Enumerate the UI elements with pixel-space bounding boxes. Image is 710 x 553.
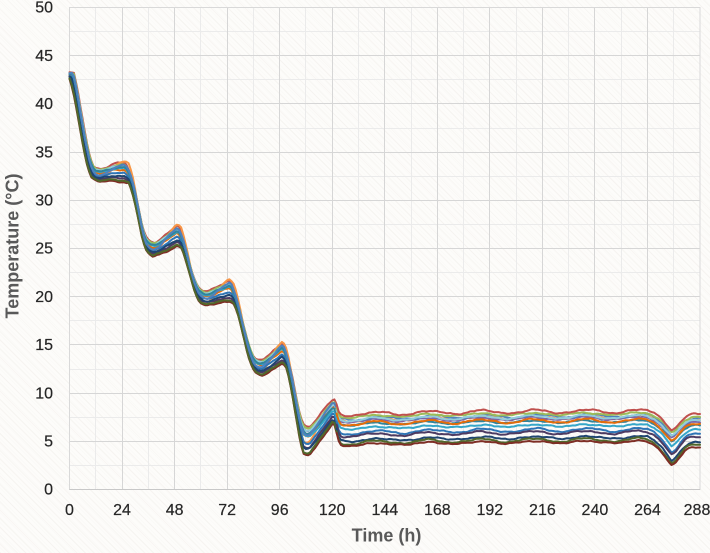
svg-text:216: 216 bbox=[529, 502, 556, 519]
svg-text:5: 5 bbox=[44, 434, 53, 451]
svg-text:50: 50 bbox=[35, 0, 53, 17]
svg-text:48: 48 bbox=[166, 502, 184, 519]
svg-text:20: 20 bbox=[35, 289, 53, 306]
svg-text:Time (h): Time (h) bbox=[352, 526, 422, 546]
svg-text:35: 35 bbox=[35, 144, 53, 161]
svg-text:192: 192 bbox=[476, 502, 503, 519]
svg-text:10: 10 bbox=[35, 385, 53, 402]
svg-text:Temperature (°C): Temperature (°C) bbox=[3, 174, 23, 319]
svg-text:168: 168 bbox=[424, 502, 451, 519]
svg-text:25: 25 bbox=[35, 241, 53, 258]
svg-text:240: 240 bbox=[582, 502, 609, 519]
svg-text:144: 144 bbox=[371, 502, 398, 519]
svg-text:288: 288 bbox=[684, 502, 710, 519]
svg-text:96: 96 bbox=[271, 502, 289, 519]
svg-text:120: 120 bbox=[319, 502, 346, 519]
svg-text:45: 45 bbox=[35, 48, 53, 65]
svg-text:72: 72 bbox=[218, 502, 236, 519]
svg-text:0: 0 bbox=[65, 502, 74, 519]
svg-text:40: 40 bbox=[35, 96, 53, 113]
svg-text:264: 264 bbox=[634, 502, 661, 519]
svg-text:15: 15 bbox=[35, 337, 53, 354]
svg-text:30: 30 bbox=[35, 193, 53, 210]
svg-text:24: 24 bbox=[113, 502, 131, 519]
svg-text:0: 0 bbox=[44, 482, 53, 499]
